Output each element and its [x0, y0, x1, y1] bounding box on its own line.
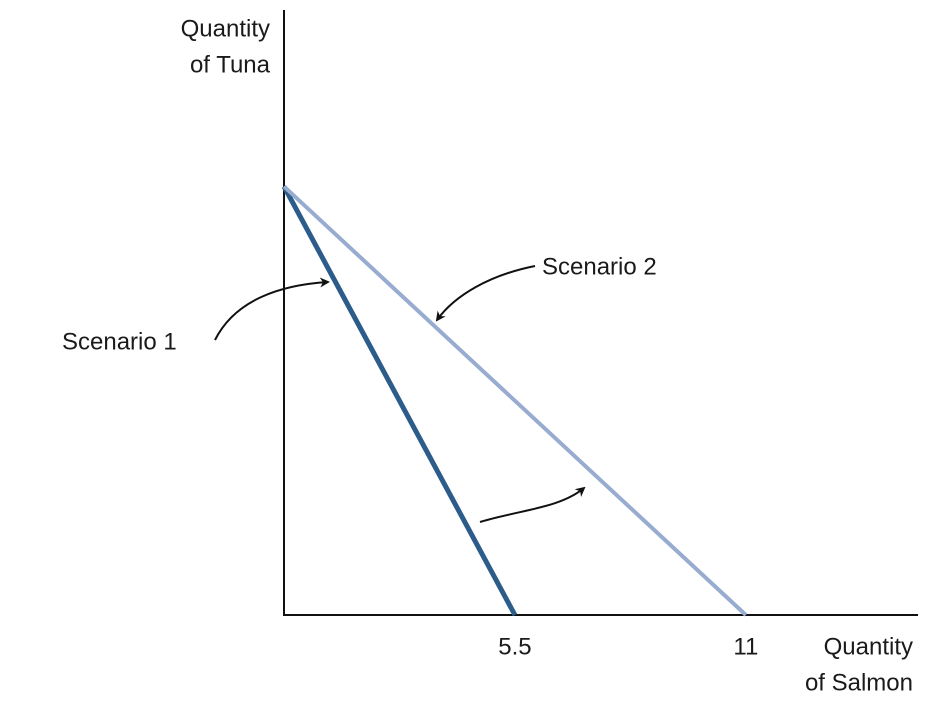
- x-tick-label: 11: [733, 633, 758, 660]
- y-axis-label: Quantity: [181, 15, 270, 42]
- shift-arrow: [479, 486, 586, 523]
- series-line: [281, 185, 518, 617]
- annotation-arrow: [214, 277, 330, 341]
- y-axis-label: of Tuna: [190, 51, 271, 78]
- x-axis-label: Quantity: [824, 633, 913, 660]
- series-label: Scenario 1: [62, 328, 177, 355]
- x-axis-label: of Salmon: [805, 669, 913, 696]
- series-line: [282, 184, 748, 617]
- series-label: Scenario 2: [542, 253, 657, 280]
- annotation-arrow: [435, 265, 536, 322]
- x-tick-label: 5.5: [498, 633, 531, 660]
